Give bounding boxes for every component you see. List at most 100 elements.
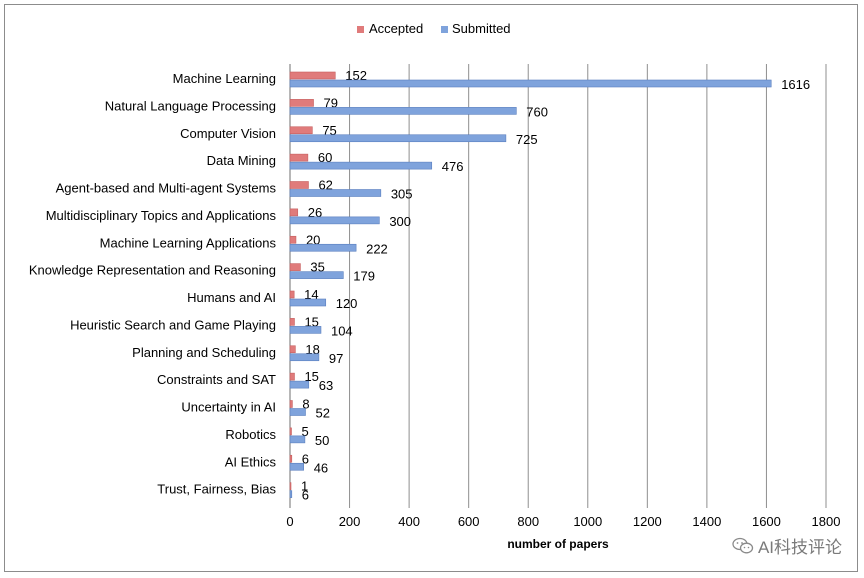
bar-submitted [289, 435, 306, 444]
bar-submitted [289, 216, 380, 225]
data-label-submitted: 305 [391, 187, 413, 202]
legend-label-submitted: Submitted [452, 21, 511, 36]
bar-submitted [289, 271, 344, 279]
bar-submitted [289, 134, 507, 143]
data-label-submitted: 63 [319, 378, 333, 393]
data-label-accepted: 35 [310, 260, 324, 275]
bar-submitted [289, 408, 306, 416]
bar-submitted [289, 161, 433, 170]
bar-submitted [289, 326, 322, 334]
data-label-accepted: 62 [318, 178, 332, 193]
bar-accepted [289, 372, 295, 381]
bar-submitted [289, 243, 357, 252]
data-label-submitted: 300 [389, 214, 411, 229]
data-label-submitted: 476 [442, 159, 464, 174]
data-label-accepted: 79 [324, 95, 338, 110]
bar-accepted [289, 427, 292, 436]
chart-frame [4, 4, 858, 572]
bar-accepted [289, 290, 295, 299]
bar-submitted [289, 79, 772, 88]
data-label-submitted: 104 [331, 323, 353, 338]
data-label-submitted: 46 [314, 460, 328, 475]
data-label-accepted: 1 [301, 479, 308, 494]
data-label-accepted: 6 [302, 451, 309, 466]
bar-submitted [289, 353, 320, 362]
data-label-submitted: 179 [353, 269, 375, 284]
data-label-accepted: 60 [318, 150, 332, 165]
category-label: Knowledge Representation and Reasoning [29, 263, 276, 278]
x-tick-label: 1400 [692, 514, 721, 529]
category-label: Heuristic Search and Game Playing [70, 317, 276, 332]
data-label-submitted: 222 [366, 241, 388, 256]
bar-accepted [289, 400, 293, 408]
data-label-accepted: 15 [304, 369, 318, 384]
legend-swatch-accepted [357, 26, 364, 33]
data-label-submitted: 1616 [781, 77, 810, 92]
bar-accepted [289, 181, 309, 189]
bar-submitted [289, 107, 517, 115]
bar-accepted [289, 235, 297, 244]
x-tick-label: 800 [517, 514, 539, 529]
data-label-submitted: 50 [315, 433, 329, 448]
x-axis-title: number of papers [507, 537, 609, 551]
data-label-accepted: 14 [304, 287, 318, 302]
bar-accepted [289, 263, 301, 271]
category-label: Machine Learning [173, 71, 276, 86]
bar-accepted [289, 208, 299, 217]
bar-submitted [289, 380, 310, 389]
category-label: Machine Learning Applications [100, 235, 277, 250]
category-label: Trust, Fairness, Bias [157, 482, 276, 497]
x-tick-label: 200 [339, 514, 361, 529]
bar-accepted [289, 482, 292, 490]
category-label: AI Ethics [225, 454, 277, 469]
category-label: Constraints and SAT [157, 372, 276, 387]
category-label: Robotics [225, 427, 276, 442]
bar-submitted [289, 490, 293, 498]
x-tick-label: 600 [458, 514, 480, 529]
category-label: Computer Vision [180, 126, 276, 141]
x-tick-label: 1000 [573, 514, 602, 529]
watermark: AI科技评论 [732, 533, 842, 558]
data-label-submitted: 760 [526, 104, 548, 119]
x-tick-label: 1200 [633, 514, 662, 529]
x-tick-label: 1800 [812, 514, 841, 529]
bar-submitted [289, 462, 304, 471]
data-label-submitted: 120 [336, 296, 358, 311]
bar-accepted [289, 454, 293, 463]
wechat-icon [732, 537, 754, 553]
data-label-accepted: 26 [308, 205, 322, 220]
data-label-accepted: 15 [304, 314, 318, 329]
data-label-submitted: 6 [302, 488, 309, 503]
bar-accepted [289, 153, 309, 162]
x-tick-label: 1600 [752, 514, 781, 529]
bar-accepted [289, 99, 314, 107]
legend-label-accepted: Accepted [369, 21, 423, 36]
data-label-accepted: 75 [322, 123, 336, 138]
data-label-accepted: 18 [305, 342, 319, 357]
bar-submitted [289, 298, 327, 307]
legend-swatch-submitted [441, 26, 448, 33]
data-label-accepted: 20 [306, 232, 320, 247]
category-label: Data Mining [207, 153, 276, 168]
data-label-submitted: 52 [315, 406, 329, 421]
data-label-submitted: 97 [329, 351, 343, 366]
category-label: Multidisciplinary Topics and Application… [46, 208, 277, 223]
category-label: Agent-based and Multi-agent Systems [56, 181, 277, 196]
x-tick-label: 0 [286, 514, 293, 529]
bar-accepted [289, 126, 313, 135]
bar-accepted [289, 345, 296, 354]
x-tick-label: 400 [398, 514, 420, 529]
category-label: Humans and AI [187, 290, 276, 305]
category-label: Uncertainty in AI [181, 400, 276, 415]
watermark-text: AI科技评论 [757, 538, 842, 557]
category-label: Natural Language Processing [105, 98, 276, 113]
data-label-accepted: 5 [301, 424, 308, 439]
bar-accepted [289, 318, 295, 326]
bar-accepted [289, 71, 336, 80]
data-label-accepted: 8 [302, 397, 309, 412]
category-label: Planning and Scheduling [132, 345, 276, 360]
data-label-accepted: 152 [345, 68, 367, 83]
bar-submitted [289, 189, 382, 197]
data-label-submitted: 725 [516, 132, 538, 147]
